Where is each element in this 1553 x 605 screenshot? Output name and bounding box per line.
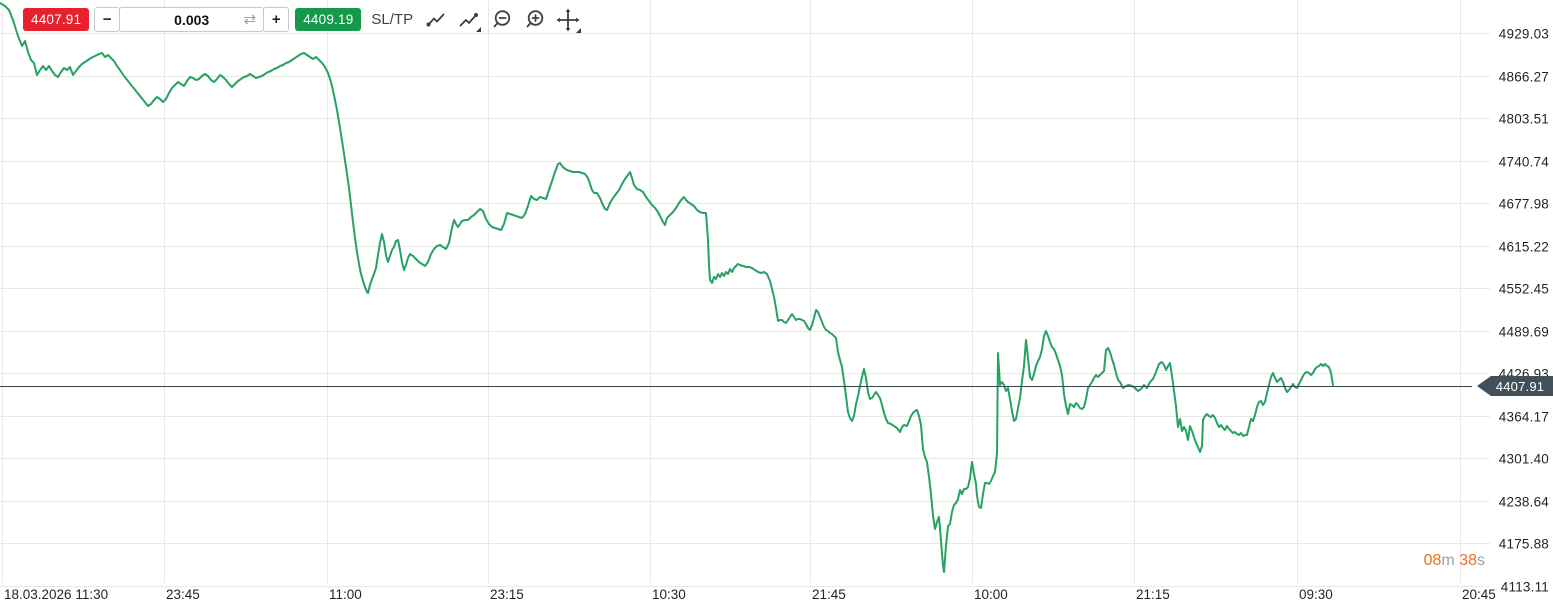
price-axis-label: 4301.40 <box>1498 451 1549 466</box>
price-series-line <box>0 2 1334 573</box>
sltp-button[interactable]: SL/TP <box>371 11 414 28</box>
time-axis-label: 23:15 <box>490 587 524 602</box>
current-price-value: 4407.91 <box>1495 378 1545 394</box>
time-axis-label: 10:30 <box>652 587 686 602</box>
amount-stepper: − 0.003 ⇄ + <box>94 7 290 32</box>
price-axis-label: 4489.69 <box>1498 324 1549 339</box>
price-axis-label: 4677.98 <box>1498 196 1549 211</box>
expiration-timer: 08m 38s <box>1424 552 1485 570</box>
time-axis-label: 18.03.2026 11:30 <box>4 587 109 602</box>
pan-icon[interactable] <box>555 7 582 33</box>
time-axis-label: 09:30 <box>1299 587 1333 602</box>
trend-line-icon[interactable] <box>423 7 449 33</box>
time-axis-label: 21:15 <box>1136 587 1170 602</box>
price-axis-label: 4364.17 <box>1498 409 1549 424</box>
time-axis-label: 23:45 <box>166 587 200 602</box>
refresh-icon[interactable]: ⇄ <box>243 11 257 28</box>
timer-seconds: 38 <box>1459 552 1477 569</box>
price-axis-label: 4866.27 <box>1498 69 1549 84</box>
price-axis-label: 4929.03 <box>1498 26 1549 41</box>
decrease-amount-button[interactable]: − <box>94 7 121 32</box>
timer-minutes-unit: m <box>1441 552 1460 569</box>
price-axis-label: 4238.64 <box>1498 494 1549 509</box>
zoom-in-icon[interactable] <box>522 7 548 33</box>
price-axis-label: 4803.51 <box>1498 111 1549 126</box>
zoom-out-icon[interactable] <box>489 7 515 33</box>
time-axis-label: 21:45 <box>812 587 846 602</box>
sell-price-badge[interactable]: 4407.91 <box>23 8 90 31</box>
amount-value: 0.003 <box>174 11 210 28</box>
trend-line-alt-icon[interactable] <box>456 7 482 33</box>
buy-price-badge[interactable]: 4409.19 <box>295 8 362 31</box>
price-axis-label: 4113.11 <box>1500 579 1549 594</box>
price-axis-label: 4552.45 <box>1498 281 1549 296</box>
time-axis-label: 20:45 <box>1462 587 1496 602</box>
time-axis-label: 11:00 <box>329 587 362 602</box>
amount-field[interactable]: 0.003 ⇄ <box>119 7 265 32</box>
price-axis-label: 4740.74 <box>1498 154 1549 169</box>
timer-seconds-unit: s <box>1477 552 1485 569</box>
timer-minutes: 08 <box>1423 552 1442 569</box>
current-price-badge: 4407.91 <box>1477 376 1553 396</box>
chart-toolbar: 4407.91 − 0.003 ⇄ + 4409.19 SL/TP <box>0 0 582 40</box>
price-axis-label: 4615.22 <box>1498 239 1549 254</box>
chart-tools <box>423 7 582 33</box>
price-axis-label: 4175.88 <box>1498 536 1549 551</box>
time-axis-label: 10:00 <box>974 587 1008 602</box>
increase-amount-button[interactable]: + <box>263 7 290 32</box>
